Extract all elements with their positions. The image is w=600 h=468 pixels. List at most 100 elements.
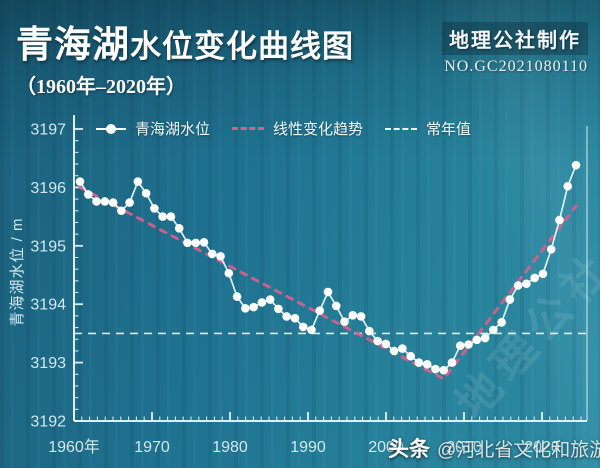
data-point — [340, 317, 349, 327]
data-point — [241, 303, 250, 313]
line-marker-icon — [96, 123, 126, 134]
data-point — [505, 295, 515, 304]
data-point — [546, 245, 556, 254]
data-point — [216, 252, 225, 261]
data-point — [141, 188, 151, 198]
title-year-range: （1960年–2020年） — [16, 76, 186, 98]
legend-item-trend: 线性变化趋势 — [232, 118, 363, 139]
y-tick-label: 3194 — [30, 297, 66, 314]
footer-brand-label: 头条 — [388, 438, 430, 461]
data-point — [117, 206, 126, 216]
x-tick-label: 1960年 — [48, 438, 100, 456]
pink-dashed-line-icon — [232, 127, 265, 130]
legend-label-water-level: 青海湖水位 — [135, 121, 211, 138]
page-title: 青海湖水位变化曲线图 — [16, 14, 354, 68]
white-dashed-line-icon — [385, 127, 418, 130]
x-tick-label: 1970 — [134, 439, 170, 456]
credit-block: 地理公社制作 NO.GC2021080110 — [442, 22, 588, 76]
data-point — [290, 313, 300, 323]
x-tick-label: 1980 — [212, 439, 248, 456]
y-tick-label: 3196 — [30, 180, 66, 197]
data-point — [232, 292, 242, 301]
data-point — [150, 204, 159, 213]
data-point — [439, 365, 449, 375]
legend-label-normal: 常年值 — [426, 121, 472, 138]
data-point — [348, 310, 358, 320]
data-point — [555, 215, 564, 225]
data-point — [464, 340, 473, 349]
data-point — [83, 190, 93, 199]
data-point — [199, 237, 209, 247]
footer-watermark: 头条 @河北省文化和旅游厅 — [388, 433, 600, 463]
trend-line — [78, 185, 578, 381]
data-point — [257, 298, 267, 307]
x-tick-label: 2020 — [524, 439, 560, 456]
data-point — [356, 312, 366, 321]
data-point — [331, 301, 341, 311]
legend-item-water-level: 青海湖水位 — [96, 118, 210, 139]
y-axis-title: 青海湖水位 / m — [9, 218, 26, 327]
data-point — [323, 287, 333, 297]
data-point — [307, 325, 316, 335]
data-point — [489, 325, 498, 335]
data-point — [166, 212, 176, 221]
data-point — [133, 177, 143, 186]
water-level-line — [79, 164, 577, 372]
y-tick-label: 3193 — [30, 355, 66, 372]
x-tick-label: 2000 — [368, 439, 404, 456]
data-point — [315, 306, 325, 315]
data-point — [406, 351, 415, 361]
y-tick-label: 3192 — [30, 414, 66, 431]
circle-marker-icon — [106, 123, 116, 134]
x-tick-label: 1990 — [290, 439, 326, 456]
data-point — [389, 346, 399, 356]
legend-label-trend: 线性变化趋势 — [273, 121, 364, 138]
data-point — [265, 295, 275, 304]
data-point — [282, 312, 291, 321]
data-point — [563, 181, 573, 191]
data-point — [373, 336, 382, 346]
data-point — [381, 339, 391, 349]
data-point — [447, 358, 457, 367]
data-point — [125, 198, 134, 207]
title-main: 青海湖 — [16, 25, 130, 66]
footer-handle-label: @河北省文化和旅游厅 — [437, 440, 600, 461]
credit-name: 地理公社制作 — [442, 22, 588, 55]
data-point — [480, 333, 490, 343]
legend-item-normal: 常年值 — [385, 118, 471, 139]
data-point — [274, 304, 283, 314]
data-point — [207, 249, 217, 259]
data-point — [249, 302, 258, 312]
data-point — [365, 326, 374, 336]
data-point — [571, 160, 581, 170]
data-point — [183, 238, 192, 248]
title-suffix: 水位变化曲线图 — [130, 29, 354, 64]
data-point — [108, 198, 118, 207]
data-point — [298, 322, 308, 332]
data-point — [224, 268, 234, 278]
data-point — [75, 177, 85, 186]
data-point — [472, 335, 482, 345]
data-point — [497, 318, 506, 327]
x-tick-label: 2010 — [446, 439, 482, 456]
data-point — [513, 281, 523, 290]
data-point — [100, 197, 110, 206]
data-point — [422, 360, 432, 369]
data-point — [191, 238, 201, 248]
data-point — [530, 273, 539, 283]
data-point — [538, 269, 548, 279]
y-tick-label: 3197 — [30, 122, 66, 139]
data-point — [431, 364, 440, 374]
data-point — [92, 197, 101, 206]
data-point — [158, 212, 167, 221]
y-tick-label: 3195 — [30, 238, 66, 255]
data-point — [455, 341, 465, 350]
chart-legend: 青海湖水位 线性变化趋势 常年值 — [96, 118, 471, 139]
data-point — [174, 223, 184, 233]
data-point — [414, 358, 424, 367]
credit-number: NO.GC2021080110 — [444, 58, 588, 75]
data-point — [522, 279, 531, 289]
header: 青海湖水位变化曲线图 （1960年–2020年） — [16, 14, 354, 99]
